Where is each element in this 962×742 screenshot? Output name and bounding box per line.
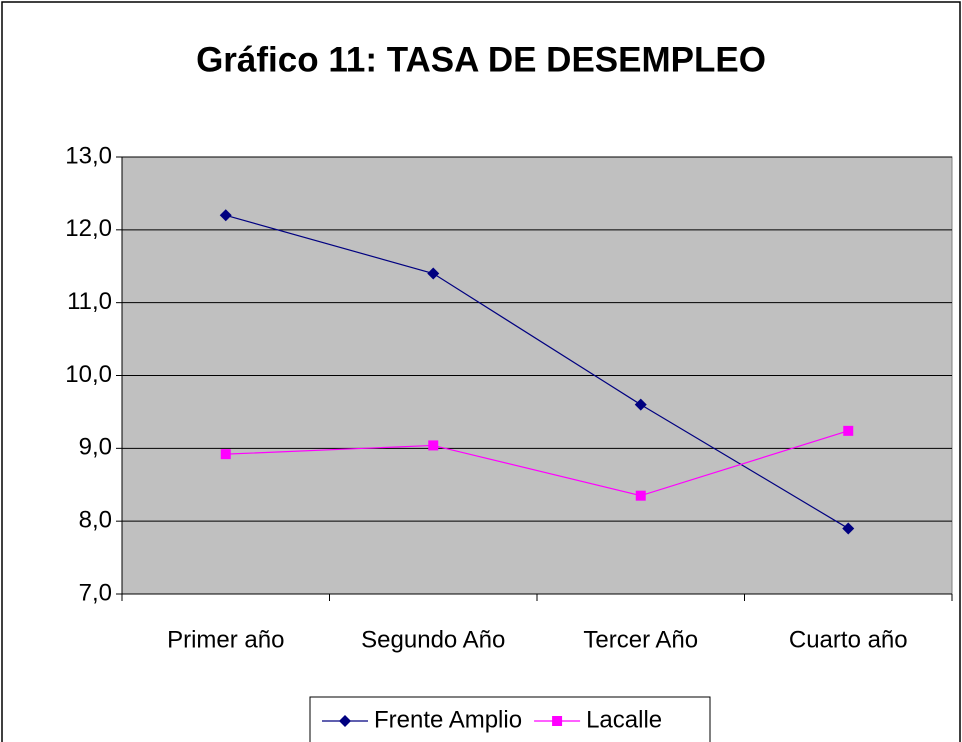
x-tick-label: Cuarto año — [789, 626, 908, 653]
legend-label: Lacalle — [586, 706, 662, 733]
series-line — [225, 430, 849, 497]
y-tick-label: 11,0 — [67, 288, 112, 315]
y-tick-label: 10,0 — [65, 361, 112, 388]
legend-box — [309, 696, 711, 742]
x-tick-label: Primer año — [167, 626, 284, 653]
legend-label: Frente Amplio — [374, 706, 522, 733]
data-point — [219, 209, 232, 222]
legend: Frente Amplio Lacalle — [309, 696, 711, 742]
data-point — [634, 398, 647, 411]
data-point — [220, 449, 231, 460]
data-point — [428, 440, 439, 451]
y-tick-label: 8,0 — [79, 507, 112, 534]
x-tick-label: Tercer Año — [583, 626, 698, 653]
chart-title: Gráfico 11: TASA DE DESEMPLEO — [196, 40, 766, 79]
data-point — [843, 425, 854, 436]
x-tick-label: Segundo Año — [361, 626, 505, 653]
y-tick-label: 7,0 — [79, 579, 112, 606]
y-tick-label: 12,0 — [65, 215, 112, 242]
legend-marker — [552, 716, 563, 726]
data-point — [842, 522, 855, 535]
series-line — [225, 214, 849, 529]
y-tick-label: 13,0 — [65, 142, 112, 169]
legend-marker — [339, 715, 351, 727]
data-point — [427, 267, 440, 280]
y-tick-label: 9,0 — [79, 434, 112, 461]
data-point — [635, 490, 646, 501]
